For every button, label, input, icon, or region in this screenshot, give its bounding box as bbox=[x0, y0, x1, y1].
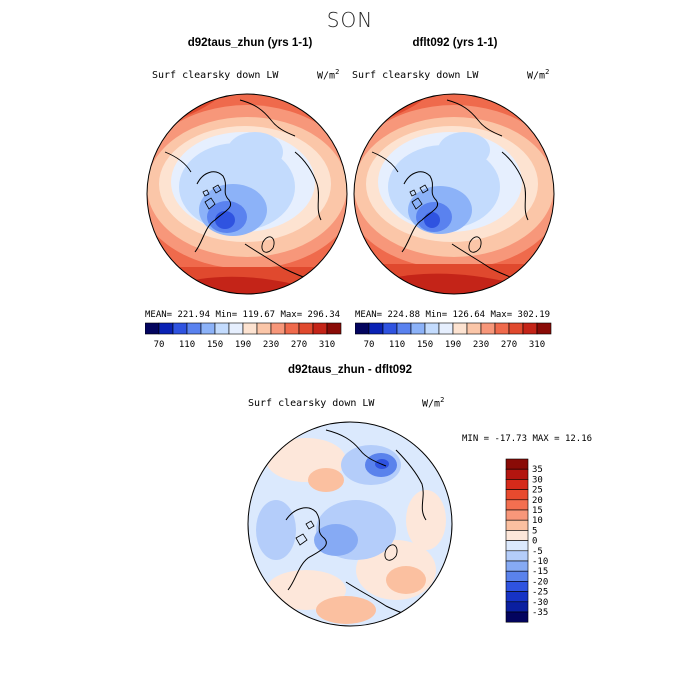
panel2-title: dflt092 (yrs 1-1) bbox=[412, 37, 498, 49]
panel1-colorbar-swatch bbox=[270, 322, 286, 335]
diff-colorbar-swatch bbox=[505, 581, 529, 592]
panel2-colorbar-swatch bbox=[368, 322, 384, 335]
panel1-colorbar-tick-label: 150 bbox=[207, 340, 223, 350]
diff-colorbar-swatch bbox=[505, 519, 529, 531]
diff-colorbar-tick-label: -10 bbox=[532, 557, 548, 567]
diff-colorbar-swatch bbox=[505, 601, 529, 613]
diff-colorbar-swatch bbox=[505, 489, 529, 501]
diff-colorbar-swatch bbox=[505, 611, 529, 623]
diff-colorbar-swatch bbox=[505, 591, 529, 603]
diff-colorbar-swatch bbox=[505, 540, 529, 552]
panel1-colorbar-tick-label: 230 bbox=[263, 340, 279, 350]
panel1-colorbar-tick-label: 110 bbox=[179, 340, 195, 350]
panel1-units: W/m2 bbox=[317, 68, 340, 82]
diff-colorbar-tick-label: -35 bbox=[532, 608, 548, 618]
panel1-colorbar-swatch bbox=[145, 322, 160, 335]
panel2-colorbar-swatch bbox=[438, 322, 454, 335]
diff-colorbar-tick-label: 10 bbox=[532, 516, 543, 526]
diff-colorbar-tick-label: -30 bbox=[532, 598, 548, 608]
panel2-colorbar-tick-label: 230 bbox=[473, 340, 489, 350]
diff-colorbar-tick-label: -5 bbox=[532, 547, 543, 557]
panel2-colorbar-tick-label: 190 bbox=[445, 340, 461, 350]
panel1-colorbar-swatch bbox=[172, 322, 188, 335]
panel2-units: W/m2 bbox=[527, 68, 550, 82]
diff-colorbar-swatch bbox=[505, 458, 529, 470]
season-title: SON bbox=[326, 8, 374, 32]
panel2-colorbar: 70110150190230270310350 bbox=[355, 322, 552, 350]
panel1-colorbar-swatch bbox=[312, 322, 328, 335]
panel2-colorbar-swatch bbox=[494, 322, 510, 335]
panel1-polar-map bbox=[146, 93, 348, 295]
diff-colorbar-swatch bbox=[505, 560, 529, 572]
panel2-colorbar-swatch bbox=[480, 322, 496, 335]
panel1-colorbar-swatch bbox=[214, 322, 230, 335]
panel1-colorbar-swatch bbox=[298, 322, 314, 335]
panel1-colorbar: 70110150190230270310350 bbox=[145, 322, 342, 350]
panel1-colorbar-swatch bbox=[158, 322, 174, 335]
diff-colorbar-swatch bbox=[505, 550, 529, 562]
panel2-colorbar-swatch bbox=[410, 322, 426, 335]
panel2-colorbar-swatch bbox=[382, 322, 398, 335]
panel2-colorbar-swatch bbox=[522, 322, 538, 335]
panel2-polar-map bbox=[353, 93, 555, 295]
panel2-colorbar-swatch bbox=[508, 322, 524, 335]
panel1-title: d92taus_zhun (yrs 1-1) bbox=[187, 37, 313, 49]
diff-colorbar-tick-label: -20 bbox=[532, 577, 548, 587]
diff-colorbar-tick-label: 30 bbox=[532, 475, 543, 485]
panel2-colorbar-swatch bbox=[355, 322, 370, 335]
diff-colorbar-swatch bbox=[505, 509, 529, 521]
panel2-colorbar-tick-label: 70 bbox=[364, 340, 375, 350]
diff-colorbar-swatch bbox=[505, 479, 529, 490]
panel1-stats: MEAN= 221.94 Min= 119.67 Max= 296.34 bbox=[145, 310, 341, 320]
diff-colorbar-swatch bbox=[505, 499, 529, 511]
panel2-stats: MEAN= 224.88 Min= 126.64 Max= 302.19 bbox=[355, 310, 551, 320]
panel1-field-label: Surf clearsky down LW bbox=[152, 70, 279, 81]
panel1-colorbar-tick-label: 310 bbox=[319, 340, 335, 350]
diff-colorbar-tick-label: 5 bbox=[532, 526, 537, 536]
panel2-colorbar-swatch bbox=[536, 322, 552, 335]
diff-title: d92taus_zhun - dflt092 bbox=[288, 364, 412, 376]
diff-units: W/m2 bbox=[422, 396, 445, 410]
diff-field-label: Surf clearsky down LW bbox=[248, 398, 375, 409]
panel1-colorbar-swatch bbox=[242, 322, 258, 335]
panel2-colorbar-tick-label: 310 bbox=[529, 340, 545, 350]
panel2-colorbar-tick-label: 150 bbox=[417, 340, 433, 350]
panel2-colorbar-tick-label: 270 bbox=[501, 340, 517, 350]
panel1-colorbar-swatch bbox=[256, 322, 272, 335]
diff-polar-map bbox=[247, 421, 453, 627]
panel1-colorbar-swatch bbox=[186, 322, 202, 335]
panel2-colorbar-swatch bbox=[466, 322, 482, 335]
panel2-colorbar-tick-label: 110 bbox=[389, 340, 405, 350]
panel1-colorbar-swatch bbox=[326, 322, 342, 335]
diff-colorbar-tick-label: -15 bbox=[532, 567, 548, 577]
panel2-colorbar-swatch bbox=[452, 322, 468, 335]
diff-colorbar-tick-label: 20 bbox=[532, 496, 543, 506]
panel1-colorbar-tick-label: 270 bbox=[291, 340, 307, 350]
panel1-colorbar-swatch bbox=[200, 322, 216, 335]
panel2-field-label: Surf clearsky down LW bbox=[352, 70, 479, 81]
diff-minmax: MIN = -17.73 MAX = 12.16 bbox=[462, 434, 593, 444]
diff-colorbar-swatch bbox=[505, 530, 529, 541]
panel1-colorbar-tick-label: 70 bbox=[154, 340, 165, 350]
diff-colorbar-tick-label: 0 bbox=[532, 537, 537, 547]
panel2-colorbar-swatch bbox=[396, 322, 412, 335]
diff-colorbar-tick-label: 15 bbox=[532, 506, 543, 516]
panel1-colorbar-tick-label: 190 bbox=[235, 340, 251, 350]
diff-colorbar-swatch bbox=[505, 468, 529, 480]
panel2-colorbar-swatch bbox=[424, 322, 440, 335]
diff-colorbar-tick-label: -25 bbox=[532, 588, 548, 598]
diff-colorbar-swatch bbox=[505, 570, 529, 582]
panel1-colorbar-swatch bbox=[284, 322, 300, 335]
diff-colorbar-tick-label: 25 bbox=[532, 486, 543, 496]
panel1-colorbar-swatch bbox=[228, 322, 244, 335]
diff-colorbar-tick-label: 35 bbox=[532, 465, 543, 475]
